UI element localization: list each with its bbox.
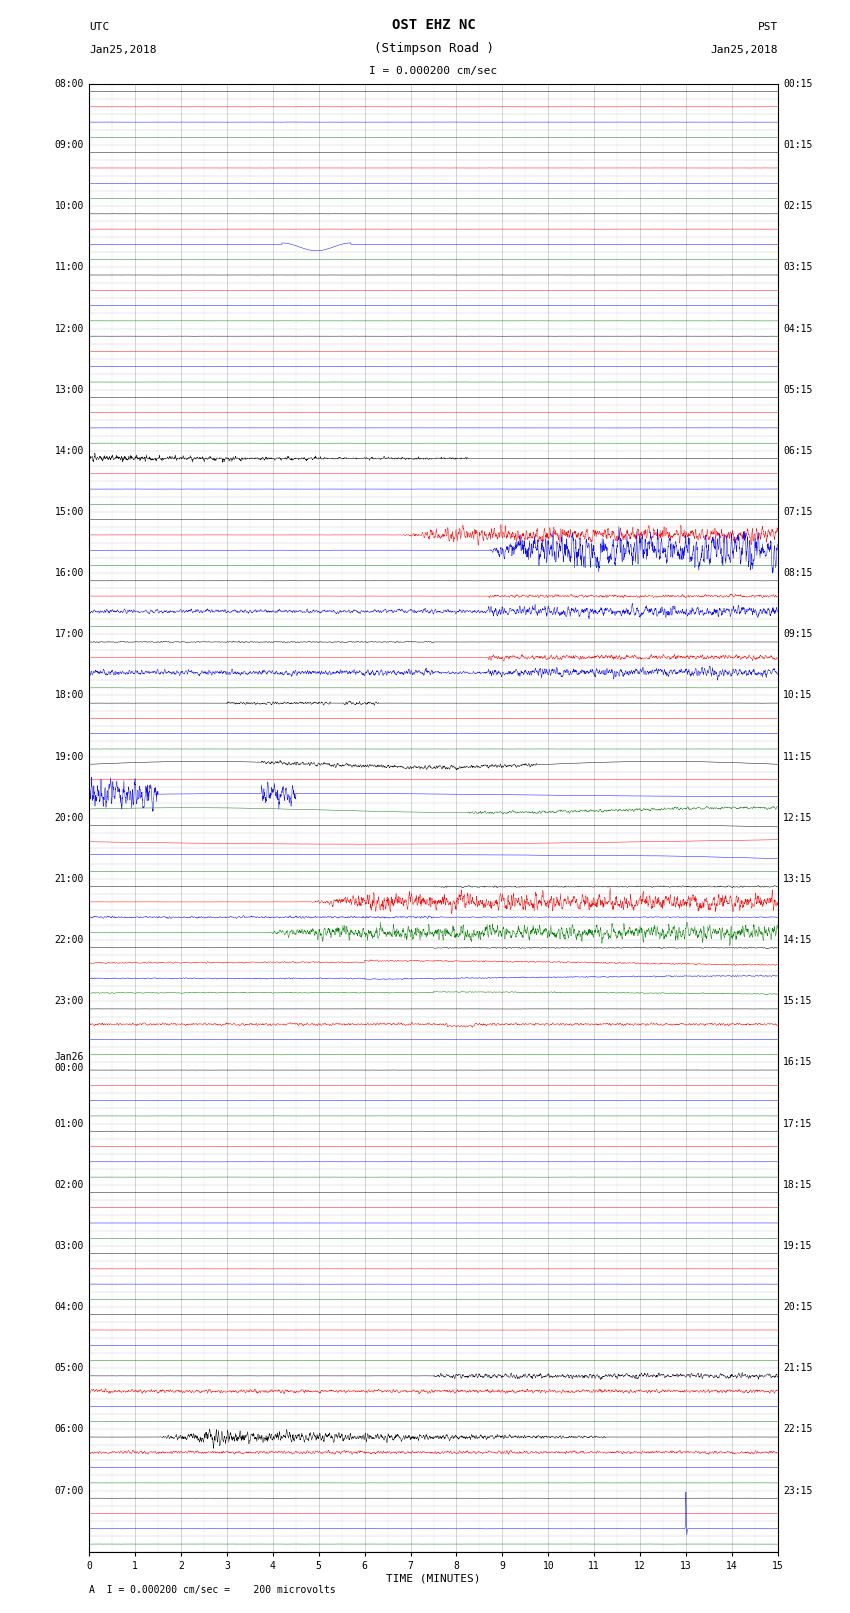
Text: 10:15: 10:15 [783,690,813,700]
Text: Jan26
00:00: Jan26 00:00 [54,1052,84,1073]
Text: 11:15: 11:15 [783,752,813,761]
Text: 04:15: 04:15 [783,324,813,334]
Text: 16:15: 16:15 [783,1058,813,1068]
Text: 15:00: 15:00 [54,506,84,518]
Text: 17:15: 17:15 [783,1118,813,1129]
Text: 13:15: 13:15 [783,874,813,884]
Text: 19:15: 19:15 [783,1240,813,1252]
Text: 01:15: 01:15 [783,140,813,150]
Text: 03:15: 03:15 [783,263,813,273]
Text: 11:00: 11:00 [54,263,84,273]
Text: A  I = 0.000200 cm/sec =    200 microvolts: A I = 0.000200 cm/sec = 200 microvolts [89,1584,336,1595]
Text: 19:00: 19:00 [54,752,84,761]
Text: Jan25,2018: Jan25,2018 [711,45,778,55]
Text: 04:00: 04:00 [54,1302,84,1311]
Text: 22:15: 22:15 [783,1424,813,1434]
Text: 02:00: 02:00 [54,1179,84,1190]
Text: 00:15: 00:15 [783,79,813,89]
Text: 12:15: 12:15 [783,813,813,823]
Text: 20:00: 20:00 [54,813,84,823]
Text: 23:15: 23:15 [783,1486,813,1495]
Text: 02:15: 02:15 [783,202,813,211]
Text: 21:00: 21:00 [54,874,84,884]
Text: 09:00: 09:00 [54,140,84,150]
Text: 07:00: 07:00 [54,1486,84,1495]
Text: 18:15: 18:15 [783,1179,813,1190]
Text: 06:00: 06:00 [54,1424,84,1434]
Text: 08:15: 08:15 [783,568,813,577]
Text: 03:00: 03:00 [54,1240,84,1252]
Text: (Stimpson Road ): (Stimpson Road ) [373,42,494,55]
Text: 21:15: 21:15 [783,1363,813,1373]
Text: OST EHZ NC: OST EHZ NC [392,18,475,32]
Text: 09:15: 09:15 [783,629,813,639]
Text: 14:15: 14:15 [783,936,813,945]
Text: I = 0.000200 cm/sec: I = 0.000200 cm/sec [370,66,497,76]
Text: 06:15: 06:15 [783,445,813,456]
Text: UTC: UTC [89,23,110,32]
X-axis label: TIME (MINUTES): TIME (MINUTES) [386,1574,481,1584]
Text: 10:00: 10:00 [54,202,84,211]
Text: 05:00: 05:00 [54,1363,84,1373]
Text: PST: PST [757,23,778,32]
Text: 22:00: 22:00 [54,936,84,945]
Text: 12:00: 12:00 [54,324,84,334]
Text: 16:00: 16:00 [54,568,84,577]
Text: 14:00: 14:00 [54,445,84,456]
Text: 05:15: 05:15 [783,384,813,395]
Text: 17:00: 17:00 [54,629,84,639]
Text: Jan25,2018: Jan25,2018 [89,45,156,55]
Text: 20:15: 20:15 [783,1302,813,1311]
Text: 08:00: 08:00 [54,79,84,89]
Text: 18:00: 18:00 [54,690,84,700]
Text: 07:15: 07:15 [783,506,813,518]
Text: 15:15: 15:15 [783,997,813,1007]
Text: 23:00: 23:00 [54,997,84,1007]
Text: 01:00: 01:00 [54,1118,84,1129]
Text: 13:00: 13:00 [54,384,84,395]
